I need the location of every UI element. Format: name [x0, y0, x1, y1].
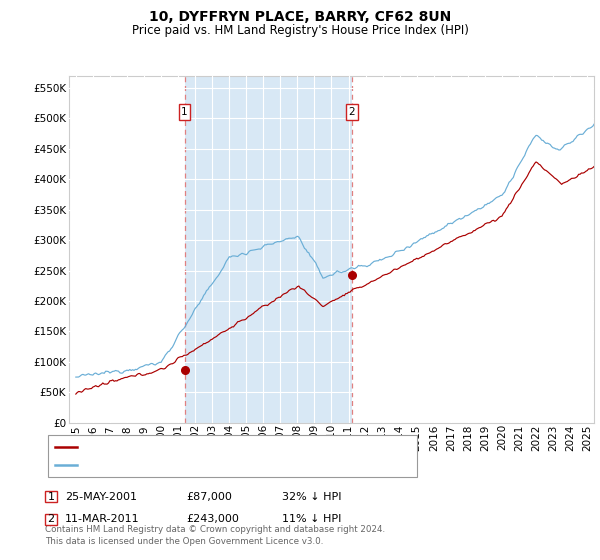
Text: 2: 2 — [47, 514, 55, 524]
Text: 11-MAR-2011: 11-MAR-2011 — [65, 514, 139, 524]
Text: 10, DYFFRYN PLACE, BARRY, CF62 8UN (detached house): 10, DYFFRYN PLACE, BARRY, CF62 8UN (deta… — [83, 442, 379, 452]
Text: Contains HM Land Registry data © Crown copyright and database right 2024.
This d: Contains HM Land Registry data © Crown c… — [45, 525, 385, 546]
Bar — [185, 76, 352, 423]
Text: Price paid vs. HM Land Registry's House Price Index (HPI): Price paid vs. HM Land Registry's House … — [131, 24, 469, 36]
Text: 1: 1 — [181, 107, 188, 117]
Text: 1: 1 — [47, 492, 55, 502]
Text: 2: 2 — [349, 107, 355, 117]
Text: 32% ↓ HPI: 32% ↓ HPI — [282, 492, 341, 502]
Text: 10, DYFFRYN PLACE, BARRY, CF62 8UN: 10, DYFFRYN PLACE, BARRY, CF62 8UN — [149, 10, 451, 24]
Text: 25-MAY-2001: 25-MAY-2001 — [65, 492, 137, 502]
Text: 11% ↓ HPI: 11% ↓ HPI — [282, 514, 341, 524]
Text: HPI: Average price, detached house, Vale of Glamorgan: HPI: Average price, detached house, Vale… — [83, 460, 372, 470]
Text: £87,000: £87,000 — [186, 492, 232, 502]
Text: £243,000: £243,000 — [186, 514, 239, 524]
